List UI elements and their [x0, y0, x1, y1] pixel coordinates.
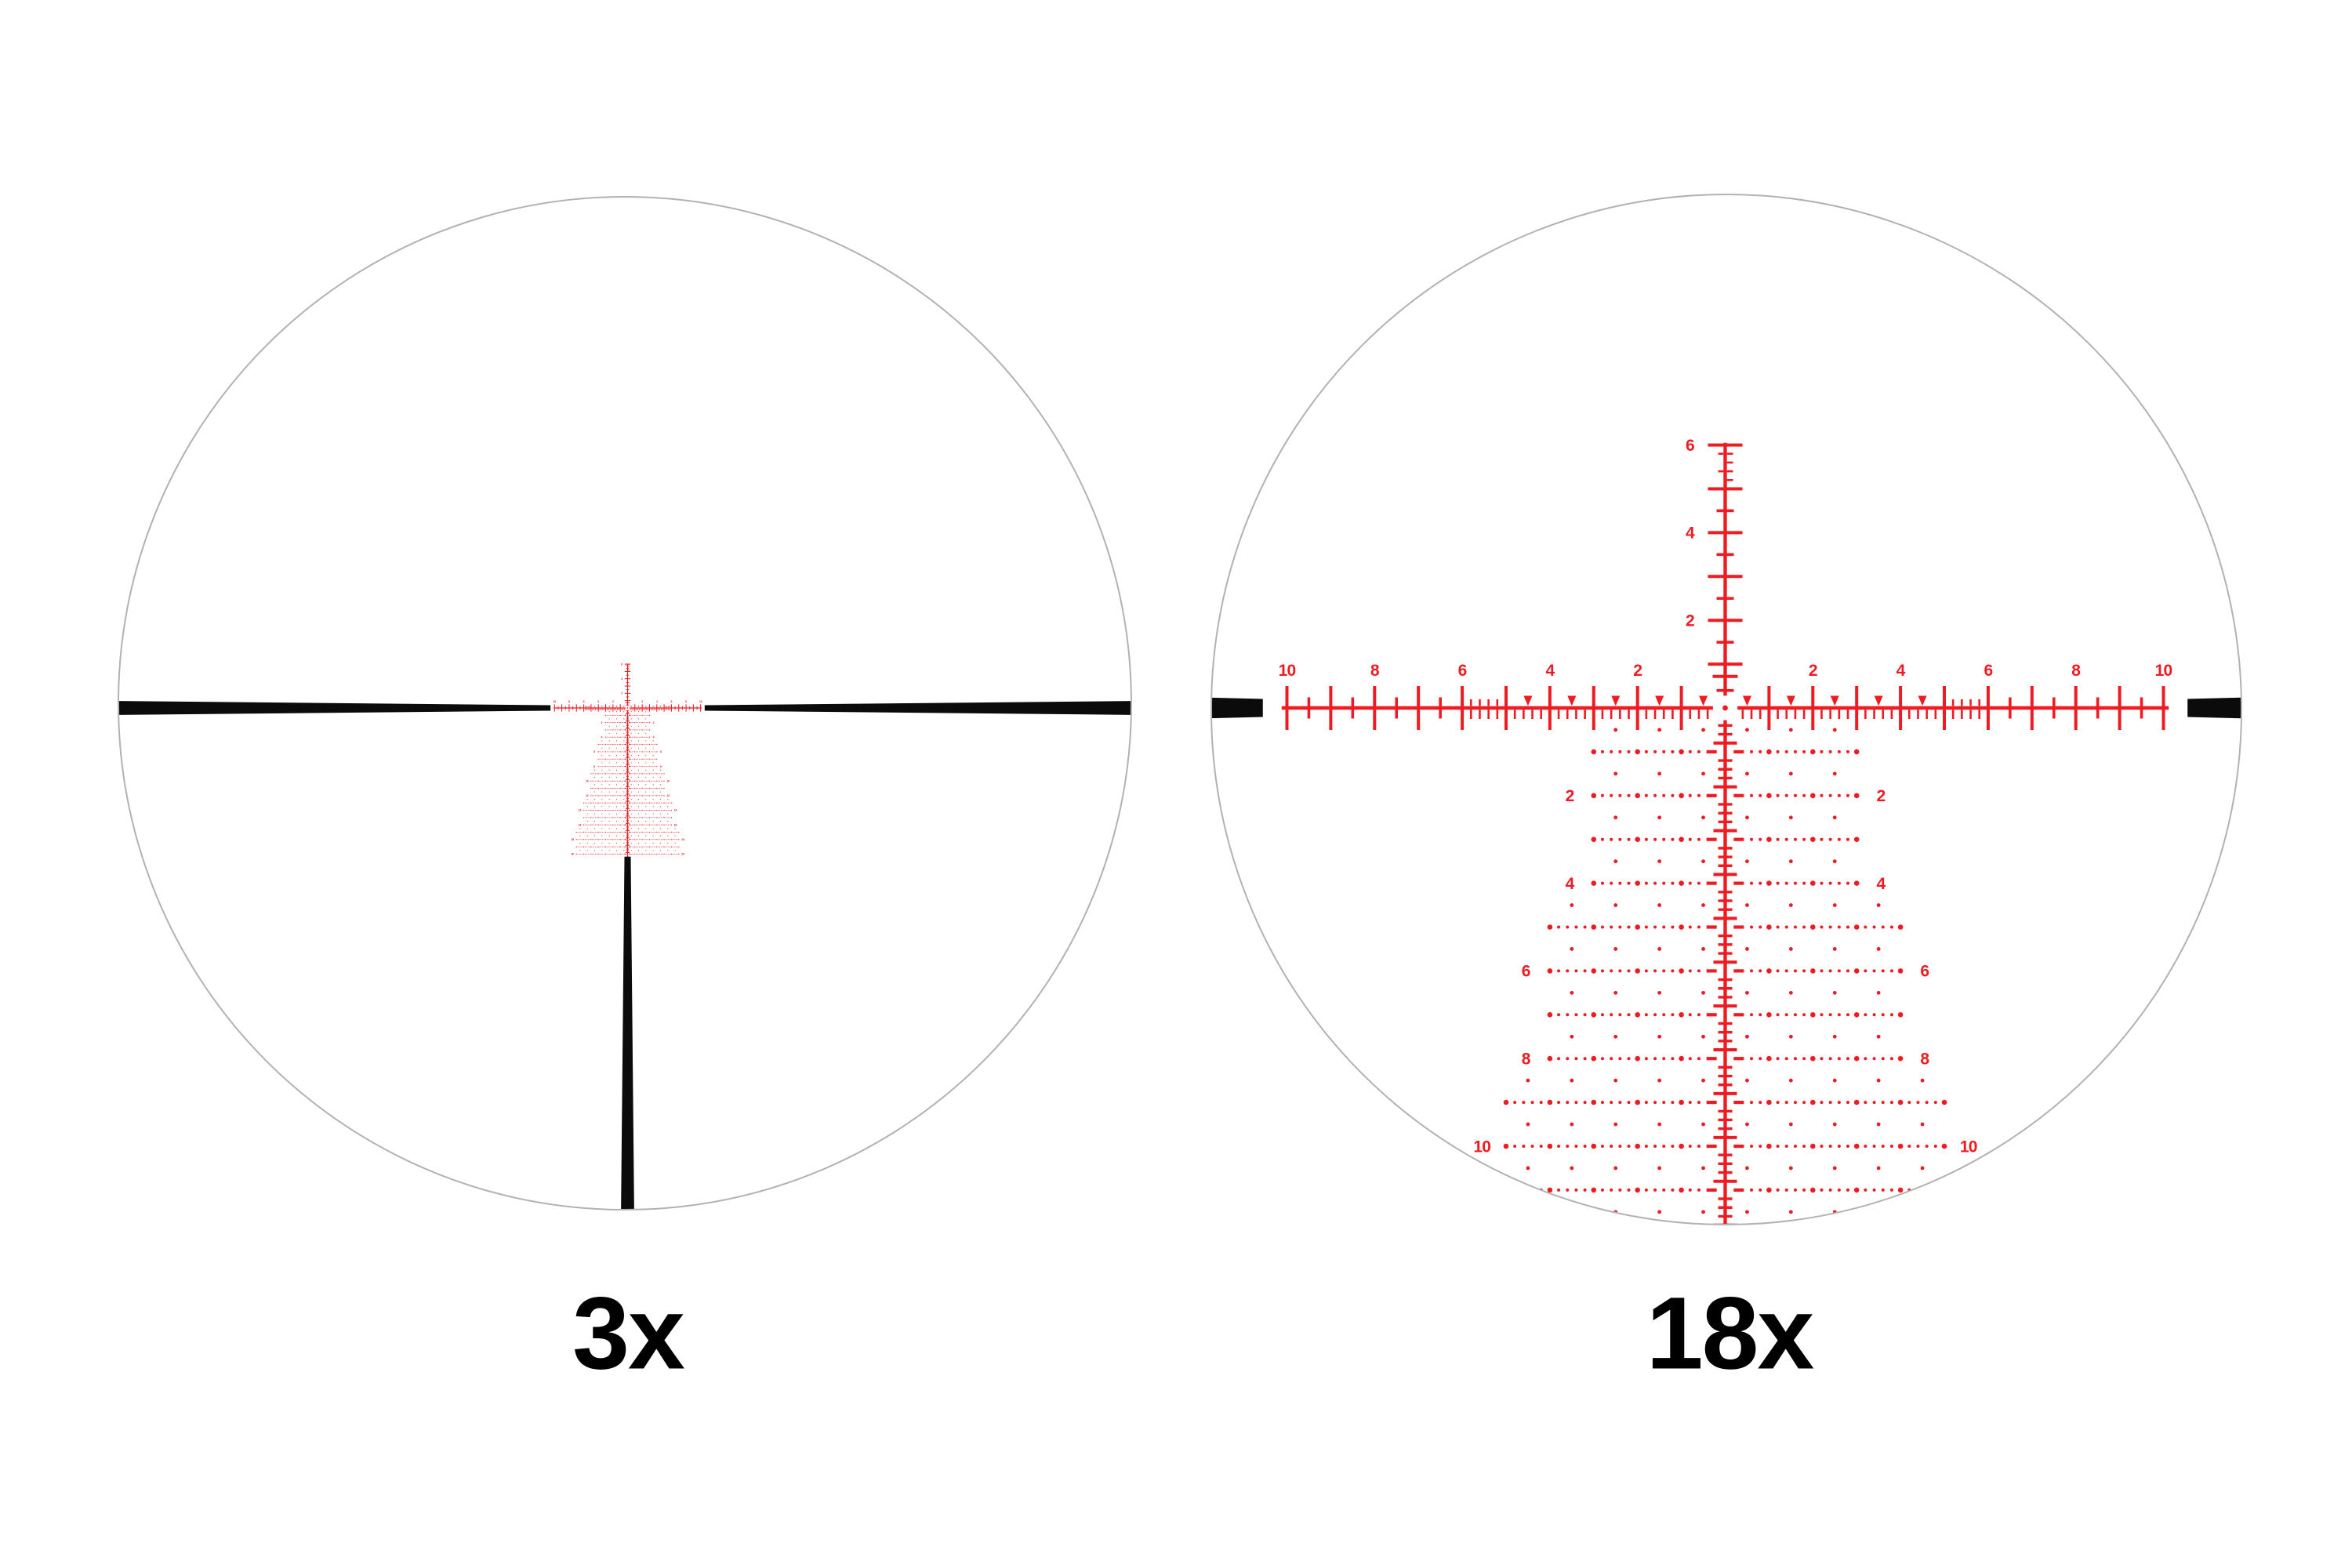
svg-text:18: 18 [2048, 1489, 2066, 1507]
svg-text:14: 14 [2004, 1313, 2022, 1331]
svg-text:2: 2 [1809, 662, 1817, 680]
svg-text:16: 16 [674, 823, 677, 826]
svg-text:14: 14 [674, 809, 677, 812]
black-bar-left [118, 701, 551, 715]
black-bar-left [1211, 697, 1263, 719]
svg-text:2: 2 [653, 721, 655, 724]
svg-text:12: 12 [1473, 1225, 1490, 1243]
scope-circle-outline [1210, 194, 2242, 1225]
svg-text:4: 4 [1876, 875, 1886, 893]
svg-text:6: 6 [621, 662, 622, 666]
svg-text:4: 4 [597, 700, 599, 703]
svg-text:16: 16 [579, 823, 582, 826]
svg-text:12: 12 [666, 794, 670, 797]
svg-text:10: 10 [553, 700, 556, 703]
svg-text:10: 10 [586, 779, 589, 782]
svg-text:6: 6 [1686, 437, 1694, 455]
svg-text:8: 8 [1370, 662, 1380, 680]
svg-text:2: 2 [612, 700, 614, 703]
black-bottom-post [621, 856, 634, 1210]
magnification-label-18x: 18x [1646, 1275, 1815, 1391]
magnification-label-3x: 3x [572, 1275, 685, 1391]
svg-text:6: 6 [1522, 963, 1530, 981]
svg-text:16: 16 [2004, 1401, 2021, 1419]
svg-text:8: 8 [1920, 1051, 1929, 1069]
svg-text:20: 20 [571, 853, 574, 856]
svg-text:4: 4 [601, 735, 602, 739]
svg-text:4: 4 [656, 700, 658, 703]
svg-text:6: 6 [583, 700, 585, 703]
svg-text:6: 6 [1920, 963, 1929, 981]
svg-text:4: 4 [1545, 662, 1555, 680]
scope-view-3x: 2 4 6 8 10 2 4 6 8 10 2 4 6 2 2 4 4 6 6 8 8 10 10 12 12 14 14 16 16 1… [118, 196, 1132, 1210]
svg-text:4: 4 [1896, 662, 1906, 680]
svg-text:10: 10 [2155, 662, 2172, 680]
svg-text:18: 18 [571, 838, 574, 841]
svg-text:4: 4 [1566, 875, 1575, 893]
svg-text:2: 2 [1876, 787, 1885, 805]
reticle-18x: 2 4 6 8 10 2 4 6 8 10 2 4 6 2 2 4 4 6 6 8 8 10 10 12 12 14 14 16 16 1… [1211, 437, 2241, 1507]
scope-circle-outline [118, 196, 1132, 1210]
svg-text:16: 16 [1429, 1401, 1446, 1419]
svg-text:18: 18 [1386, 1489, 1404, 1507]
svg-text:10: 10 [666, 779, 670, 782]
svg-text:4: 4 [653, 735, 655, 739]
svg-text:2: 2 [621, 692, 622, 695]
svg-text:8: 8 [568, 700, 570, 703]
svg-text:8: 8 [1522, 1051, 1531, 1069]
svg-text:14: 14 [1429, 1313, 1447, 1331]
black-bar-right [704, 701, 1131, 715]
svg-text:12: 12 [586, 794, 589, 797]
svg-text:6: 6 [660, 750, 662, 753]
svg-text:10: 10 [699, 700, 702, 703]
svg-text:2: 2 [1566, 787, 1574, 805]
black-bar-right [2187, 697, 2241, 719]
svg-text:10: 10 [1473, 1138, 1490, 1156]
svg-text:14: 14 [579, 809, 582, 812]
svg-text:4: 4 [1686, 524, 1695, 543]
svg-text:8: 8 [685, 700, 687, 703]
svg-text:10: 10 [1960, 1138, 1977, 1156]
svg-text:10: 10 [1279, 662, 1296, 680]
svg-text:2: 2 [641, 700, 643, 703]
reticle-3x: 2 4 6 8 10 2 4 6 8 10 2 4 6 2 2 4 4 6 6 8 8 10 10 12 12 14 14 16 16 1… [118, 662, 1131, 1210]
svg-text:6: 6 [1458, 662, 1467, 680]
svg-text:20: 20 [681, 853, 684, 856]
svg-text:2: 2 [601, 721, 602, 724]
svg-text:8: 8 [660, 765, 662, 768]
svg-text:6: 6 [671, 700, 673, 703]
scope-view-18x: 2 4 6 8 10 2 4 6 8 10 2 4 6 2 2 4 4 6 6 8 8 10 10 12 12 14 14 16 16 1… [1210, 194, 2242, 1507]
svg-text:18: 18 [681, 838, 684, 841]
svg-text:12: 12 [1960, 1225, 1977, 1243]
svg-text:2: 2 [1686, 612, 1694, 630]
svg-text:2: 2 [1633, 662, 1642, 680]
svg-text:6: 6 [1984, 662, 1992, 680]
svg-text:4: 4 [621, 677, 622, 681]
svg-text:6: 6 [593, 750, 595, 753]
svg-text:8: 8 [593, 765, 595, 768]
svg-text:8: 8 [2071, 662, 2081, 680]
